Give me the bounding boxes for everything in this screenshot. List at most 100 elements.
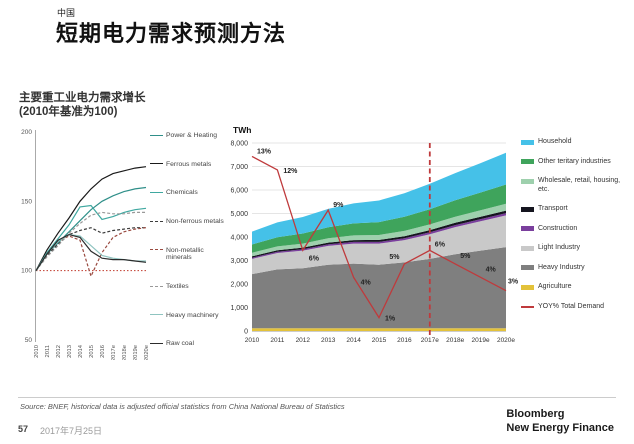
legend-item-light-industry: Light Industry: [521, 244, 633, 253]
area-household: [252, 152, 506, 245]
legend-swatch-other-teritary-industries: [521, 159, 534, 164]
legend-swatch-non-ferrous-metals: [150, 220, 163, 222]
legend-swatch-heavy-machinery: [150, 314, 163, 316]
svg-text:200: 200: [21, 129, 32, 136]
footer-divider: [18, 397, 616, 398]
svg-text:50: 50: [25, 337, 33, 344]
page-title: 短期电力需求预测方法: [56, 21, 287, 46]
svg-text:2017e: 2017e: [421, 337, 439, 344]
legend-swatch-yoy-total-demand: [521, 305, 534, 308]
svg-text:3%: 3%: [508, 279, 519, 286]
area-transport: [252, 210, 506, 258]
legend-item-yoy-total-demand: YOY% Total Demand: [521, 303, 633, 312]
legend-swatch-wholesale-retail-housing-etc: [521, 178, 534, 184]
svg-text:2018e: 2018e: [122, 345, 128, 360]
svg-text:13%: 13%: [257, 148, 272, 155]
series-line-raw-coal: [35, 233, 147, 272]
svg-text:12%: 12%: [283, 168, 298, 175]
legend-item-non-ferrous-metals: Non-ferrous metals: [150, 218, 230, 226]
legend-label-heavy-industry: Heavy Industry: [538, 263, 585, 271]
svg-text:1%: 1%: [385, 316, 396, 323]
right-chart-svg: 8,000 7,000 6,000 5,000 4,000 3,000 2,000 1,000…: [230, 141, 519, 345]
legend-item-power-heating: Power & Heating: [150, 132, 230, 140]
svg-text:9%: 9%: [333, 202, 344, 209]
slide-date: 2017年7月25日: [40, 426, 103, 436]
page-number: 57: [18, 424, 29, 434]
legend-label-construction: Construction: [538, 224, 578, 232]
legend-label-chemicals: Chemicals: [166, 189, 198, 197]
legend-label-transport: Transport: [538, 205, 568, 212]
legend-item-transport: Transport: [521, 205, 633, 214]
left-x-labels: 2010 2011 2012 2013 2014 2015 2016 2017e 2018e 20…: [34, 344, 150, 361]
svg-text:7,000: 7,000: [230, 164, 248, 171]
series-line-chemicals: [35, 204, 147, 272]
brand-line1: Bloomberg: [506, 408, 565, 420]
legend-item-construction: Construction: [521, 225, 633, 234]
svg-text:4%: 4%: [361, 279, 372, 286]
svg-text:2013: 2013: [321, 337, 336, 344]
series-line-heavy-machinery: [35, 233, 146, 272]
source-note: Source: BNEF, historical data is adjuste…: [20, 402, 345, 411]
right-chart-legend: Household Other teritary industries Wholes…: [521, 138, 633, 311]
legend-item-raw-coal: Raw coal: [150, 340, 230, 348]
svg-text:2011: 2011: [45, 345, 51, 357]
area-light-industry: [252, 215, 506, 275]
svg-text:2019e: 2019e: [133, 345, 139, 360]
svg-text:6,000: 6,000: [230, 188, 248, 195]
legend-item-heavy-machinery: Heavy machinery: [150, 312, 230, 320]
left-chart-title: 主要重工业电力需求增长 (2010年基准为100): [19, 91, 146, 119]
area-other-teritary-industries: [252, 184, 506, 253]
svg-text:2017e: 2017e: [111, 345, 117, 360]
legend-swatch-construction: [521, 226, 534, 231]
legend-label-textiles: Textiles: [166, 283, 189, 291]
svg-text:2013: 2013: [67, 345, 73, 358]
area-agriculture: [252, 328, 506, 331]
legend-swatch-heavy-industry: [521, 265, 534, 270]
svg-text:2020e: 2020e: [497, 337, 515, 344]
svg-text:2011: 2011: [270, 337, 284, 344]
yoy-labels: 13% 12% 6% 9% 4% 1% 5% 6% 5% 4% 3%: [257, 148, 519, 322]
series-line-ferrous-metals: [35, 166, 147, 271]
legend-label-household: Household: [538, 138, 572, 145]
left-y-ticks: 200 150 100 50: [21, 129, 32, 344]
legend-item-household: Household: [521, 138, 633, 147]
legend-label-agriculture: Agriculture: [538, 283, 572, 290]
legend-item-heavy-industry: Heavy Industry: [521, 264, 633, 273]
svg-text:6%: 6%: [435, 241, 446, 248]
svg-text:4%: 4%: [486, 266, 497, 273]
svg-text:5%: 5%: [389, 254, 400, 261]
series-line-power-heating: [35, 186, 147, 272]
svg-text:0: 0: [244, 329, 248, 336]
legend-label-power-heating: Power & Heating: [166, 132, 218, 139]
legend-label-non-ferrous-metals: Non-ferrous metals: [166, 218, 224, 226]
legend-label-other-teritary-industries: Other teritary industries: [538, 157, 611, 165]
legend-item-chemicals: Chemicals: [150, 189, 230, 197]
legend-item-other-teritary-industries: Other teritary industries: [521, 158, 633, 167]
svg-text:8,000: 8,000: [230, 141, 248, 148]
area-construction: [252, 213, 506, 259]
right-chart: 8,000 7,000 6,000 5,000 4,000 3,000 2,000 1,000…: [230, 135, 522, 363]
left-chart-title-line2: (2010年基准为100): [19, 106, 118, 118]
svg-text:2014: 2014: [346, 337, 361, 344]
svg-text:2012: 2012: [56, 345, 62, 358]
legend-swatch-ferrous-metals: [150, 163, 163, 165]
legend-swatch-agriculture: [521, 284, 534, 290]
svg-text:2018e: 2018e: [446, 337, 464, 344]
legend-item-agriculture: Agriculture: [521, 283, 633, 292]
svg-text:5,000: 5,000: [230, 211, 248, 218]
legend-label-heavy-machinery: Heavy machinery: [166, 311, 219, 319]
legend-label-light-industry: Light Industry: [538, 244, 581, 251]
legend-swatch-non-metallic-minerals: [150, 249, 163, 251]
legend-item-textiles: Textiles: [150, 283, 230, 291]
svg-text:6%: 6%: [309, 255, 320, 262]
legend-label-ferrous-metals: Ferrous metals: [166, 160, 212, 168]
svg-text:2015: 2015: [89, 345, 95, 358]
area-wholesale-retail-housing-etc: [252, 203, 506, 257]
svg-text:2020e: 2020e: [144, 345, 150, 360]
legend-swatch-household: [521, 139, 534, 145]
svg-text:1,000: 1,000: [230, 305, 248, 312]
svg-text:2010: 2010: [34, 345, 40, 358]
svg-text:4,000: 4,000: [230, 235, 248, 242]
